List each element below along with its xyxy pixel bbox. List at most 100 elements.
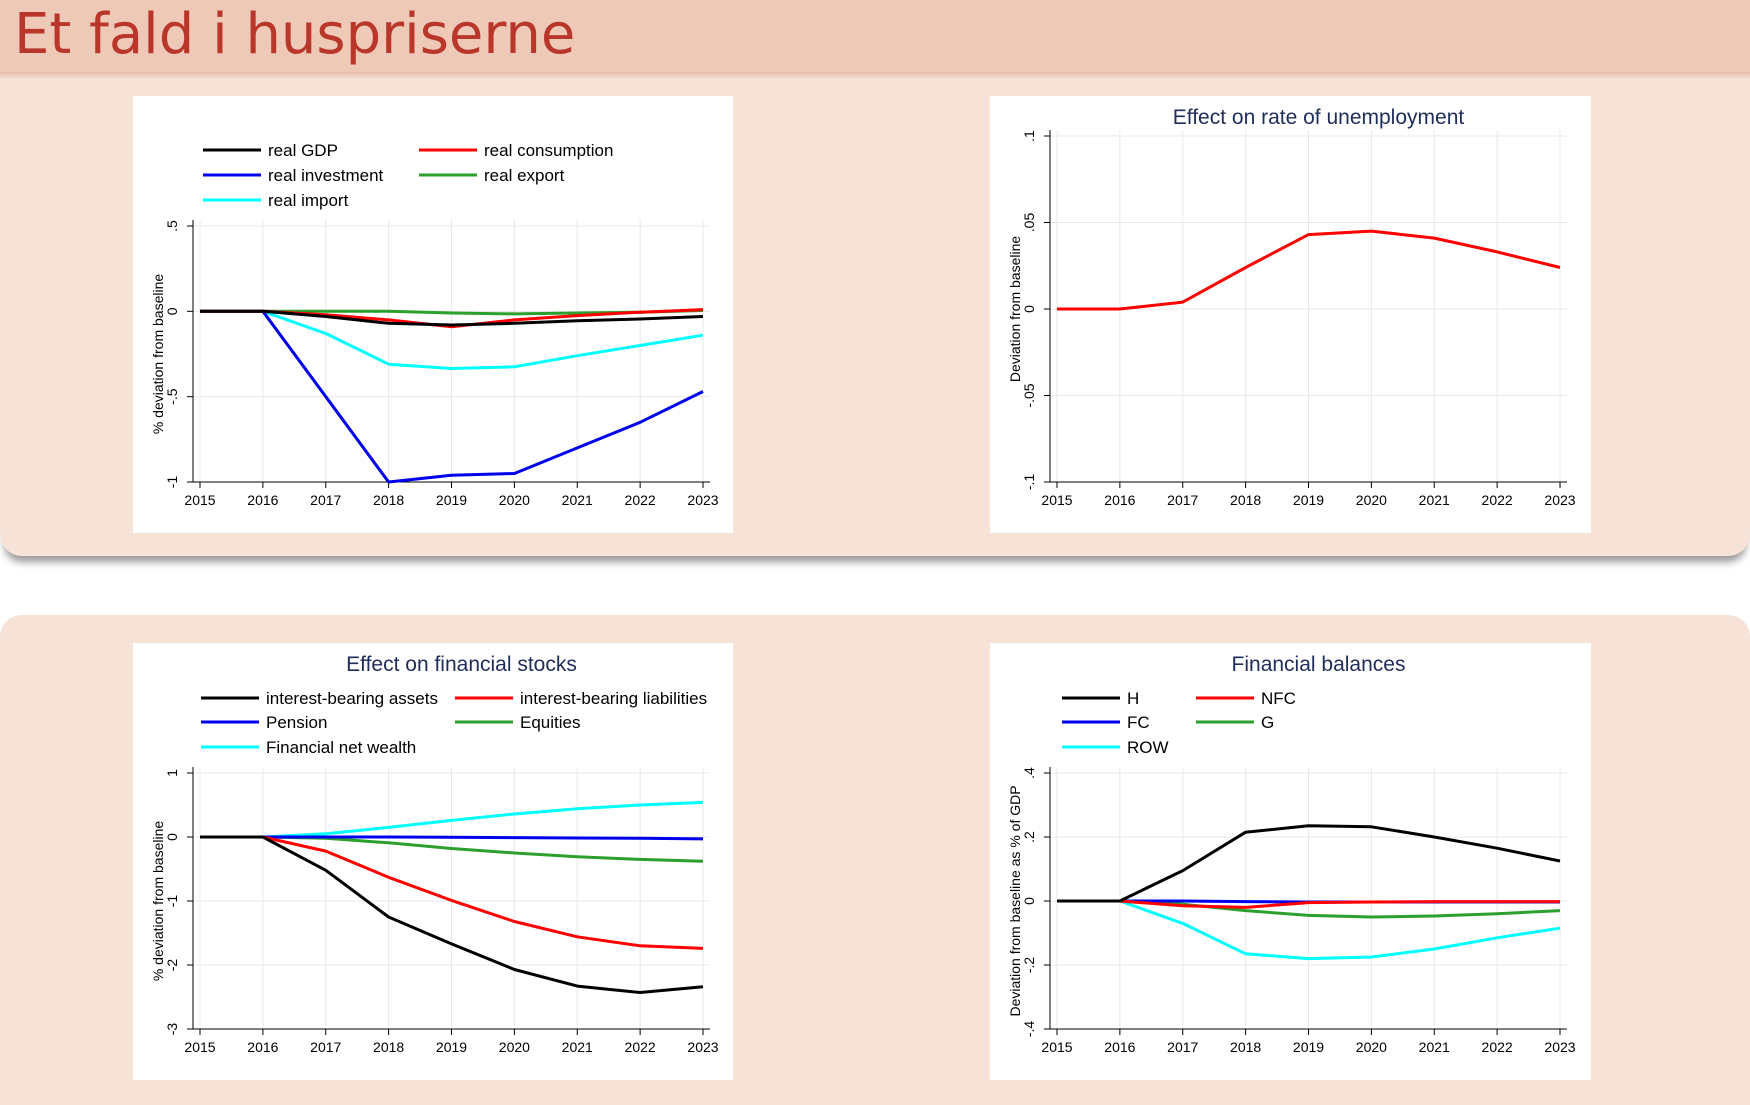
chart-svg-gdp-components: -1 -.5 0 .5 2015 2016 2017 2018 2019 2020 2021 2022… (150, 141, 719, 508)
x-tick-label: 2022 (1482, 1039, 1513, 1055)
x-tick-label: 2023 (1544, 1039, 1575, 1055)
chart-title: Effect on financial stocks (346, 653, 577, 676)
series-line-h (1057, 824, 1561, 903)
legend-item-real-investment: real investment (203, 166, 384, 185)
x-tick-label: 2015 (184, 1039, 215, 1055)
x-tick-label: 2017 (1167, 492, 1198, 508)
x-tick-label: 2023 (687, 492, 718, 508)
legend-item-equities: Equities (455, 713, 580, 732)
y-axis-title: Deviation from baseline as % of GDP (1007, 785, 1023, 1016)
legend-item-financial-net-wealth: Financial net wealth (201, 738, 416, 757)
series-line-effect-on-rate-of-unemployment (1057, 229, 1561, 311)
x-tick-label: 2021 (562, 1039, 593, 1055)
y-tick-label: -.4 (1021, 1021, 1037, 1038)
y-axis-title: Deviation from baseline (1007, 236, 1023, 383)
y-tick-label: -.1 (1021, 474, 1037, 491)
series-line-real-import (200, 309, 704, 370)
x-tick-label: 2017 (310, 492, 341, 508)
chart-gdp-components: -1 -.5 0 .5 2015 2016 2017 2018 2019 2020 2021 2022… (133, 96, 733, 533)
x-tick-label: 2020 (499, 492, 530, 508)
chart-svg-unemployment: Effect on rate of unemployment -.1 -.05 0 .0… (1007, 106, 1576, 508)
chart-title: Financial balances (1232, 653, 1406, 676)
x-tick-label: 2020 (1356, 492, 1387, 508)
y-tick-label: -.5 (164, 388, 180, 405)
x-tick-label: 2020 (499, 1039, 530, 1055)
legend-label: interest-bearing assets (266, 689, 438, 708)
legend-label: real import (268, 191, 349, 210)
x-tick-label: 2019 (1293, 492, 1324, 508)
slide-header (0, 0, 1750, 72)
legend-label: NFC (1261, 689, 1296, 708)
legend-item-pension: Pension (201, 713, 327, 732)
y-tick-label: 0 (1021, 305, 1037, 313)
legend-item-row: ROW (1062, 738, 1169, 757)
legend-label: G (1261, 713, 1274, 732)
y-tick-label: 1 (164, 769, 180, 777)
y-tick-label: 0 (164, 307, 180, 315)
x-tick-label: 2021 (562, 492, 593, 508)
x-tick-label: 2019 (436, 1039, 467, 1055)
x-tick-label: 2021 (1419, 1039, 1450, 1055)
x-tick-label: 2020 (1356, 1039, 1387, 1055)
x-tick-label: 2015 (184, 492, 215, 508)
legend-label: Equities (520, 713, 580, 732)
x-tick-label: 2017 (1167, 1039, 1198, 1055)
legend-item-interest-bearing-assets: interest-bearing assets (201, 689, 438, 708)
series-line-real-investment (200, 309, 704, 484)
x-tick-label: 2016 (1104, 1039, 1135, 1055)
chart-financial-balances: Financial balances -.4 -.2 0 .2 .4 2015 2016 201… (990, 643, 1591, 1080)
x-tick-label: 2015 (1041, 492, 1072, 508)
y-tick-label: .4 (1021, 767, 1037, 779)
x-tick-label: 2023 (1544, 492, 1575, 508)
y-tick-label: 0 (1021, 897, 1037, 905)
x-tick-label: 2022 (625, 1039, 656, 1055)
y-tick-label: 0 (164, 833, 180, 841)
legend-label: real export (484, 166, 565, 185)
series-line-interest-bearing-liabilities (200, 835, 704, 950)
legend-label: ROW (1127, 738, 1169, 757)
legend-label: Financial net wealth (266, 738, 416, 757)
y-tick-label: .5 (164, 220, 180, 232)
y-axis-title: % deviation from baseline (150, 274, 166, 435)
x-tick-label: 2018 (373, 492, 404, 508)
legend-label: interest-bearing liabilities (520, 689, 707, 708)
series-line-real-gdp (200, 309, 704, 327)
series-line-nfc (1057, 899, 1560, 909)
legend-label: real investment (268, 166, 384, 185)
x-tick-label: 2016 (247, 1039, 278, 1055)
y-axis-title: % deviation from baseline (150, 821, 166, 982)
y-tick-label: .2 (1021, 831, 1037, 843)
legend-label: real consumption (484, 141, 613, 160)
x-tick-label: 2018 (373, 1039, 404, 1055)
header-shadow (0, 72, 1750, 80)
x-tick-label: 2017 (310, 1039, 341, 1055)
slide-title: Et fald i huspriserne (14, 2, 576, 67)
chart-financial-stocks: Effect on financial stocks -3 -2 -1 0 1 2015 20… (133, 643, 733, 1080)
x-tick-label: 2022 (625, 492, 656, 508)
x-tick-label: 2023 (687, 1039, 718, 1055)
legend-item-real-import: real import (203, 191, 349, 210)
legend-label: Pension (266, 713, 327, 732)
series-line-interest-bearing-assets (200, 835, 704, 994)
y-tick-label: -.2 (1021, 957, 1037, 974)
legend-item-real-consumption: real consumption (419, 141, 613, 160)
legend-item-nfc: NFC (1196, 689, 1296, 708)
x-tick-label: 2018 (1230, 492, 1261, 508)
legend-item-fc: FC (1062, 713, 1150, 732)
legend-item-h: H (1062, 689, 1139, 708)
y-tick-label: -1 (164, 895, 180, 908)
x-tick-label: 2019 (436, 492, 467, 508)
chart-unemployment: Effect on rate of unemployment -.1 -.05 0 .0… (990, 96, 1591, 533)
legend-item-g: G (1196, 713, 1274, 732)
legend-item-interest-bearing-liabilities: interest-bearing liabilities (455, 689, 707, 708)
y-tick-label: -3 (164, 1023, 180, 1036)
y-tick-label: -.05 (1021, 383, 1037, 407)
legend-item-real-export: real export (419, 166, 565, 185)
x-tick-label: 2015 (1041, 1039, 1072, 1055)
y-tick-label: .1 (1021, 130, 1037, 142)
legend-label: H (1127, 689, 1139, 708)
x-tick-label: 2019 (1293, 1039, 1324, 1055)
series-line-row (1057, 899, 1561, 961)
chart-title: Effect on rate of unemployment (1173, 106, 1465, 129)
y-tick-label: .05 (1021, 213, 1037, 233)
